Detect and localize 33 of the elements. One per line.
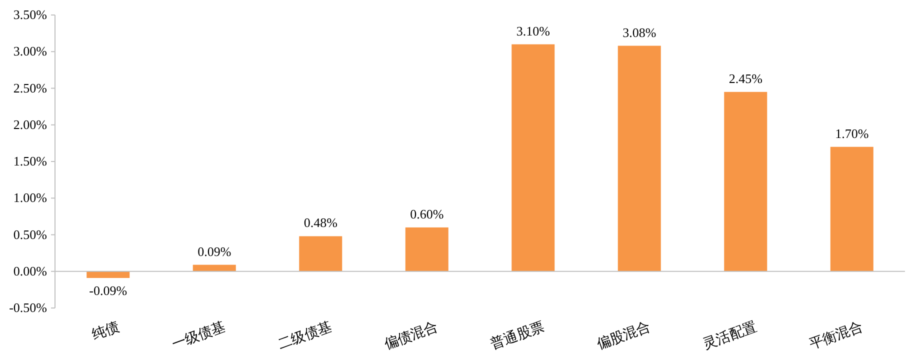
- bar: [192, 264, 236, 272]
- data-label: 1.70%: [835, 126, 869, 141]
- data-label: 3.10%: [516, 23, 550, 38]
- y-tick-label: 0.50%: [13, 226, 48, 242]
- bar: [512, 44, 555, 272]
- data-label: -0.09%: [89, 282, 128, 298]
- x-tick-label: 一级债基: [170, 318, 228, 353]
- x-tick-label: 灵活配置: [700, 318, 759, 353]
- bar: [830, 146, 874, 272]
- x-tick-label: 纯债: [90, 318, 122, 344]
- x-tick-label: 偏债混合: [382, 318, 440, 353]
- bar: [86, 271, 130, 278]
- y-tick-label: 3.50%: [13, 7, 48, 22]
- x-tick-label: 平衡混合: [807, 318, 866, 353]
- x-tick-label: 普通股票: [488, 318, 546, 353]
- bar: [299, 236, 342, 272]
- y-tick-label: 2.50%: [13, 80, 48, 96]
- y-tick-label: 2.00%: [13, 116, 48, 132]
- bar: [724, 92, 768, 272]
- y-tick-label: 3.00%: [13, 44, 48, 59]
- data-label: 0.48%: [304, 215, 338, 230]
- x-tick-label: 偏股混合: [594, 318, 653, 353]
- data-label: 0.60%: [410, 206, 444, 222]
- y-tick-label: -0.50%: [9, 300, 48, 315]
- data-label: 3.08%: [622, 24, 656, 40]
- y-tick-label: 1.50%: [13, 154, 48, 168]
- data-label: 0.09%: [198, 244, 232, 259]
- bar: [405, 227, 448, 272]
- data-label: 2.45%: [728, 70, 763, 86]
- x-tick-label: 二级债基: [276, 318, 334, 353]
- bar: [618, 46, 661, 272]
- y-tick-label: 0.00%: [13, 263, 48, 278]
- y-tick-label: 1.00%: [13, 190, 48, 206]
